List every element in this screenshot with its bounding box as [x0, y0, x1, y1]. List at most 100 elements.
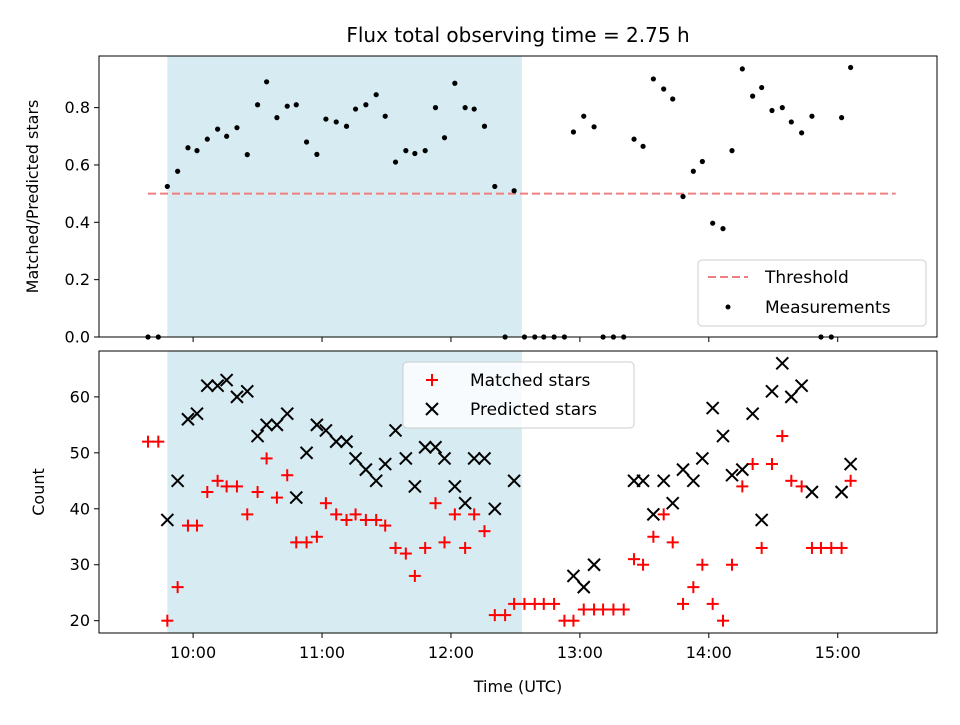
top-y-axis-label: Matched/Predicted stars: [23, 100, 42, 294]
y-tick-label: 0.4: [65, 213, 90, 232]
predicted-star-point: [784, 390, 799, 404]
predicted-star-point: [716, 429, 730, 443]
matched-star-point: [488, 609, 501, 622]
predicted-star-point: [348, 451, 363, 466]
matched-legend-icon: [426, 374, 438, 386]
y-tick-label: 30: [70, 555, 90, 574]
measurement-point: [373, 92, 379, 98]
matched-star-point: [666, 536, 679, 549]
measurement-point: [788, 119, 794, 125]
measurement-point: [333, 119, 339, 125]
matched-star-point: [389, 541, 402, 554]
predicted-star-point: [805, 485, 819, 499]
predicted-star-point: [378, 457, 392, 471]
predicted-star-point: [765, 384, 779, 398]
measurement-point: [303, 139, 310, 145]
matched-star-point: [825, 541, 838, 554]
matched-star-point: [597, 603, 610, 616]
bottom-legend: Matched stars Predicted stars: [402, 361, 635, 429]
matched-star-point: [628, 553, 641, 566]
predicted-star-point: [210, 378, 225, 393]
measurement-point: [363, 102, 369, 108]
predicted-star-point: [458, 496, 472, 510]
predicted-star-point: [437, 451, 452, 466]
measurement-point: [274, 115, 280, 121]
matched-star-point: [300, 536, 313, 549]
matched-star-point: [577, 603, 590, 616]
matched-star-point: [319, 497, 332, 510]
predicted-star-point: [160, 513, 175, 527]
matched-star-point: [499, 609, 512, 622]
y-tick-label: 50: [70, 443, 90, 462]
predicted-star-point: [388, 423, 403, 438]
predicted-star-point: [359, 462, 373, 477]
predicted-star-point: [745, 406, 760, 421]
measurement-point: [492, 183, 498, 190]
matched-star-point: [220, 480, 233, 493]
top-legend: Threshold Measurements: [697, 259, 927, 327]
measurement-point: [471, 106, 477, 112]
measurement-point: [670, 96, 676, 102]
matched-star-point: [726, 558, 739, 571]
measurement-point: [234, 125, 240, 131]
y-tick-label: 20: [70, 611, 90, 630]
measurement-point: [581, 113, 587, 119]
measurement-point: [640, 143, 646, 149]
y-tick-label: 0.2: [65, 270, 90, 289]
predicted-star-point: [676, 462, 690, 477]
measurement-point: [452, 80, 458, 86]
measurement-point: [185, 145, 191, 151]
top-legend-box: [697, 259, 927, 327]
matched-star-point: [508, 597, 521, 610]
x-tick-label: 15:00: [815, 643, 861, 662]
matched-star-point: [696, 558, 709, 571]
bottom-x-ticks: 10:00 11:00 12:00 13:00 14:00 15:00: [170, 633, 861, 662]
measurement-point: [511, 188, 517, 194]
measurement-point: [164, 183, 170, 190]
matched-star-point: [429, 497, 442, 510]
predicted-star-point: [566, 569, 581, 583]
predicted-star-point: [794, 378, 809, 393]
predicted-star-point: [369, 474, 383, 488]
measurement-point: [650, 76, 656, 82]
measurement-point: [254, 102, 261, 108]
matched-star-point: [419, 541, 432, 554]
matched-star-point: [468, 508, 481, 521]
matched-star-point: [776, 430, 789, 443]
measurement-point: [392, 159, 399, 165]
top-axes-frame: [98, 55, 938, 338]
matched-star-point: [459, 541, 472, 554]
measurements-legend-label: Measurements: [765, 298, 891, 318]
matched-star-point: [518, 597, 531, 610]
measurement-point: [422, 148, 428, 154]
bottom-axes-frame: [98, 350, 938, 634]
matched-star-point: [359, 513, 372, 526]
top-y-ticks: 0.0 0.2 0.4 0.6 0.8: [65, 98, 99, 347]
matched-star-point: [379, 519, 392, 532]
matched-star-point: [438, 536, 451, 549]
matched-star-point: [201, 486, 214, 498]
bottom-axes: 20 30 40 50 60 10:00 11:00 12:00 13:00 14:00 15:0…: [29, 350, 938, 696]
predicted-star-point: [666, 496, 680, 510]
measurement-point: [412, 150, 418, 157]
predicted-star-point: [725, 468, 739, 482]
measurements-legend-icon: [725, 304, 731, 310]
measurement-point: [244, 152, 250, 158]
measurement-point: [224, 133, 230, 139]
matched-star-point: [370, 513, 383, 526]
matched-star-point: [171, 581, 184, 594]
x-tick-label: 11:00: [299, 643, 345, 662]
predicted-star-point: [170, 474, 185, 488]
matched-star-point: [349, 508, 362, 521]
measurement-point: [204, 136, 210, 142]
predicted-star-point: [200, 378, 215, 393]
predicted-star-point: [329, 434, 343, 449]
measurement-point: [720, 226, 726, 232]
measurement-point: [352, 106, 359, 112]
predicted-star-point: [259, 418, 274, 432]
matched-star-point: [478, 525, 491, 538]
measurement-point: [284, 103, 290, 109]
predicted-star-point: [181, 412, 195, 426]
predicted-star-point: [754, 513, 769, 527]
